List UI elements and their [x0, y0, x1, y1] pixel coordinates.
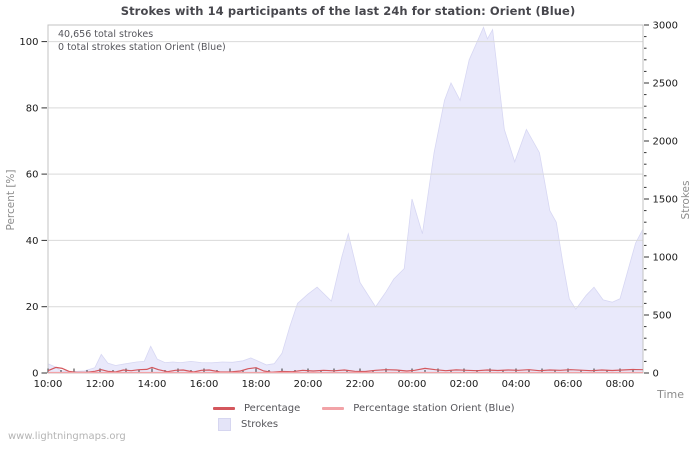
- legend-row-lines: Percentage Percentage station Orient (Bl…: [213, 400, 515, 416]
- x-tick-label: 16:00: [190, 379, 219, 390]
- x-tick-label: 14:00: [138, 379, 167, 390]
- x-tick-label: 00:00: [398, 379, 427, 390]
- y-right-tick-label: 3000: [653, 21, 678, 32]
- y-right-tick-label: 1500: [653, 195, 678, 206]
- y-right-tick-label: 500: [653, 311, 672, 322]
- y-left-tick-label: 80: [26, 103, 39, 114]
- x-axis-title: Time: [657, 388, 684, 401]
- x-tick-label: 02:00: [450, 379, 479, 390]
- total-strokes-annotation: 40,656 total strokes: [58, 29, 154, 40]
- x-tick-label: 08:00: [606, 379, 635, 390]
- y-right-tick-label: 2000: [653, 137, 678, 148]
- legend-label-station-percentage: Percentage station Orient (Blue): [353, 402, 515, 414]
- x-tick-label: 20:00: [294, 379, 323, 390]
- x-tick-label: 22:00: [346, 379, 375, 390]
- watermark-text: www.lightningmaps.org: [8, 431, 126, 442]
- percentage-line-series: [47, 366, 643, 373]
- x-tick-label: 10:00: [34, 379, 63, 390]
- x-tick-label: 06:00: [554, 379, 583, 390]
- legend-label-strokes: Strokes: [241, 418, 279, 430]
- legend-item-percentage: Percentage: [213, 403, 300, 414]
- station-percentage-line-swatch: [322, 406, 345, 410]
- y-left-axis-title: Percent [%]: [5, 169, 17, 230]
- y-left-tick-label: 20: [26, 302, 39, 313]
- y-left-tick-label: 100: [19, 37, 38, 48]
- strokes-area-series: [47, 26, 644, 374]
- legend-item-station-percentage: Percentage station Orient (Blue): [322, 402, 515, 414]
- legend-label-percentage: Percentage: [244, 402, 301, 414]
- x-tick-label: 18:00: [242, 379, 271, 390]
- legend: Percentage Percentage station Orient (Bl…: [213, 400, 515, 432]
- percentage-line-swatch: [213, 406, 235, 410]
- chart-title: Strokes with 14 participants of the last…: [120, 4, 576, 18]
- y-right-tick-label: 1000: [653, 253, 678, 264]
- y-left-tick-label: 40: [26, 236, 39, 247]
- x-tick-label: 12:00: [86, 379, 115, 390]
- y-left-tick-label: 0: [32, 369, 38, 380]
- legend-row-area: Strokes: [213, 416, 515, 432]
- legend-item-strokes: Strokes: [213, 417, 279, 431]
- x-tick-label: 04:00: [502, 379, 531, 390]
- strokes-area-swatch: [218, 417, 231, 431]
- station-total-annotation: 0 total strokes station Orient (Blue): [58, 42, 226, 53]
- y-left-tick-label: 60: [26, 170, 39, 181]
- y-right-tick-label: 2500: [653, 79, 678, 90]
- y-right-axis-title: Strokes: [680, 181, 692, 220]
- y-right-tick-label: 0: [653, 369, 659, 380]
